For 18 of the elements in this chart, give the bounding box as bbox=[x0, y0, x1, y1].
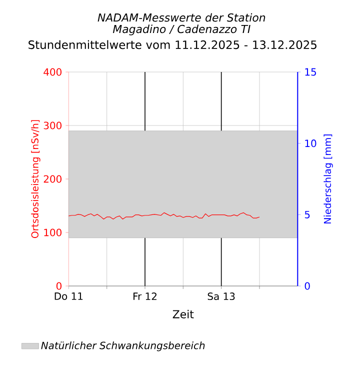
y-tick-label: 400 bbox=[44, 68, 62, 76]
chart-title: NADAM-Messwerte der Station Magadino / Cadenazzo TI bbox=[98, 13, 266, 36]
chart-subtitle: Stundenmittelwerte vom 11.12.2025 - 13.12.2025 bbox=[28, 40, 317, 50]
y2-tick-label: 0 bbox=[305, 282, 310, 290]
x-tick-label: Fr 12 bbox=[134, 292, 157, 300]
y2-tick-label: 15 bbox=[305, 68, 316, 76]
y2-axis-title: Niederschlag [mm] bbox=[324, 134, 334, 224]
legend-label: Natürlicher Schwankungsbereich bbox=[41, 342, 205, 352]
x-tick-label: Do 11 bbox=[55, 292, 83, 300]
y-tick-label: 300 bbox=[44, 122, 62, 130]
y2-tick-label: 5 bbox=[305, 210, 310, 218]
x-tick-label: Sa 13 bbox=[208, 292, 235, 300]
y-tick-label: 100 bbox=[44, 228, 62, 236]
x-axis-title: Zeit bbox=[173, 310, 194, 318]
y-tick-label: 0 bbox=[56, 282, 62, 290]
y-axis-title: Ortsdosisleistung [nSv/h] bbox=[31, 120, 40, 238]
y2-tick-label: 10 bbox=[305, 140, 316, 148]
y-tick-label: 200 bbox=[44, 175, 62, 183]
